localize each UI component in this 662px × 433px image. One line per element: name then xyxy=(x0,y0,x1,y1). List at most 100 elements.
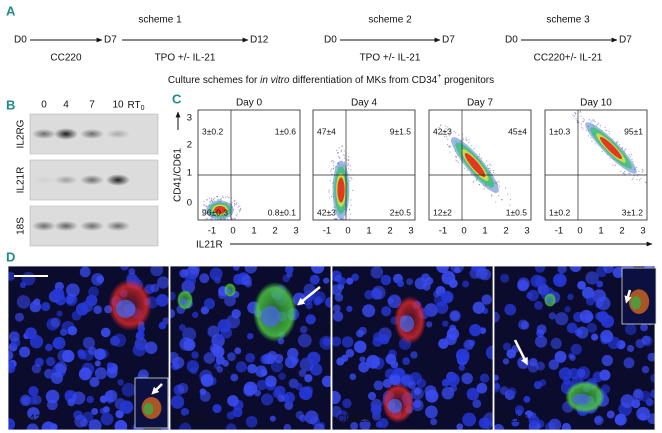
nucleus xyxy=(561,422,571,430)
nucleus xyxy=(190,366,198,375)
quadrant-value: 95±1 xyxy=(624,126,643,136)
cell-nucleus xyxy=(572,393,590,405)
event-dot xyxy=(330,195,333,197)
nucleus xyxy=(86,395,94,404)
event-dot xyxy=(210,198,213,200)
x-tick-label: 3 xyxy=(293,226,298,237)
event-dot xyxy=(468,139,470,141)
event-dot xyxy=(445,127,447,129)
nucleus xyxy=(536,324,547,335)
nucleus xyxy=(216,366,224,373)
nucleus xyxy=(576,366,591,380)
event-dot xyxy=(333,218,335,220)
nucleus xyxy=(14,312,24,322)
nucleus xyxy=(94,360,101,367)
nucleus xyxy=(247,363,257,374)
nucleus xyxy=(535,276,547,288)
cell-nucleus xyxy=(546,298,552,304)
event-dot xyxy=(468,141,470,144)
nucleus xyxy=(436,266,449,274)
nucleus xyxy=(179,324,186,332)
density-cloud xyxy=(337,177,345,203)
quadrant-value: 1±0.2 xyxy=(549,207,570,217)
event-dot xyxy=(234,218,236,220)
event-dot xyxy=(465,137,467,139)
event-dot xyxy=(478,155,480,157)
nucleus xyxy=(115,409,124,419)
event-dot xyxy=(233,205,235,207)
event-dot xyxy=(580,123,582,125)
image-border xyxy=(493,265,656,431)
event-dot xyxy=(209,201,211,203)
nucleus xyxy=(245,415,258,428)
event-dot xyxy=(601,150,603,153)
timepoint: D7 xyxy=(442,35,455,46)
scheme-title: scheme 3 xyxy=(546,15,590,26)
plot-frame xyxy=(312,109,416,221)
event-dot xyxy=(228,197,230,199)
nucleus xyxy=(44,343,53,352)
nucleus xyxy=(135,333,142,340)
quadrant-value: 0.8±0.1 xyxy=(268,207,297,217)
nucleus xyxy=(191,351,199,359)
nucleus xyxy=(332,311,344,322)
nucleus xyxy=(534,301,543,310)
nucleus xyxy=(441,378,450,387)
timepoint: D7 xyxy=(619,35,632,46)
gel-band xyxy=(54,220,78,232)
gel-band xyxy=(32,220,56,232)
event-dot xyxy=(581,126,583,128)
event-dot xyxy=(453,130,455,132)
nucleus xyxy=(596,296,611,311)
event-dot xyxy=(475,180,478,182)
nucleus xyxy=(57,349,70,363)
nucleus xyxy=(304,410,319,425)
event-dot xyxy=(486,164,489,167)
nucleus xyxy=(603,266,614,274)
nucleus xyxy=(502,358,510,365)
nucleus xyxy=(265,354,276,365)
nucleus xyxy=(52,336,66,350)
quadrant-value: 42±3 xyxy=(433,126,452,136)
event-dot xyxy=(214,197,216,200)
nucleus xyxy=(534,335,548,348)
event-dot xyxy=(447,138,449,140)
nucleus xyxy=(77,349,85,357)
nucleus xyxy=(261,393,274,406)
nucleus xyxy=(641,365,650,374)
nucleus xyxy=(341,336,354,348)
event-dot xyxy=(444,131,446,133)
event-dot xyxy=(335,218,337,220)
event-dot xyxy=(589,120,591,122)
event-dot xyxy=(604,126,606,129)
y-tick-label: 2 xyxy=(187,140,192,151)
nucleus xyxy=(180,407,190,417)
gel-band xyxy=(32,175,56,185)
event-dot xyxy=(239,205,241,207)
event-dot xyxy=(628,154,630,156)
event-dot xyxy=(330,160,333,162)
nucleus xyxy=(585,271,599,285)
event-dot xyxy=(212,198,214,201)
event-dot xyxy=(349,176,351,178)
event-dot xyxy=(332,162,334,164)
nucleus xyxy=(425,405,438,419)
nucleus xyxy=(114,420,128,430)
event-dot xyxy=(338,156,341,158)
treatment: TPO +/- IL-21 xyxy=(155,53,216,64)
nucleus xyxy=(284,266,294,274)
cell-nucleus xyxy=(179,298,187,305)
nucleus xyxy=(313,423,325,430)
event-dot xyxy=(509,198,512,201)
density-cloud xyxy=(464,153,486,177)
event-dot xyxy=(576,120,578,122)
event-dot xyxy=(472,181,474,183)
nucleus xyxy=(304,385,314,395)
event-dot xyxy=(450,145,452,147)
nucleus xyxy=(370,404,382,415)
nucleus xyxy=(45,356,56,367)
nucleus xyxy=(367,391,377,401)
event-dot xyxy=(236,202,238,204)
nucleus xyxy=(284,401,294,410)
density-cloud xyxy=(599,136,623,160)
